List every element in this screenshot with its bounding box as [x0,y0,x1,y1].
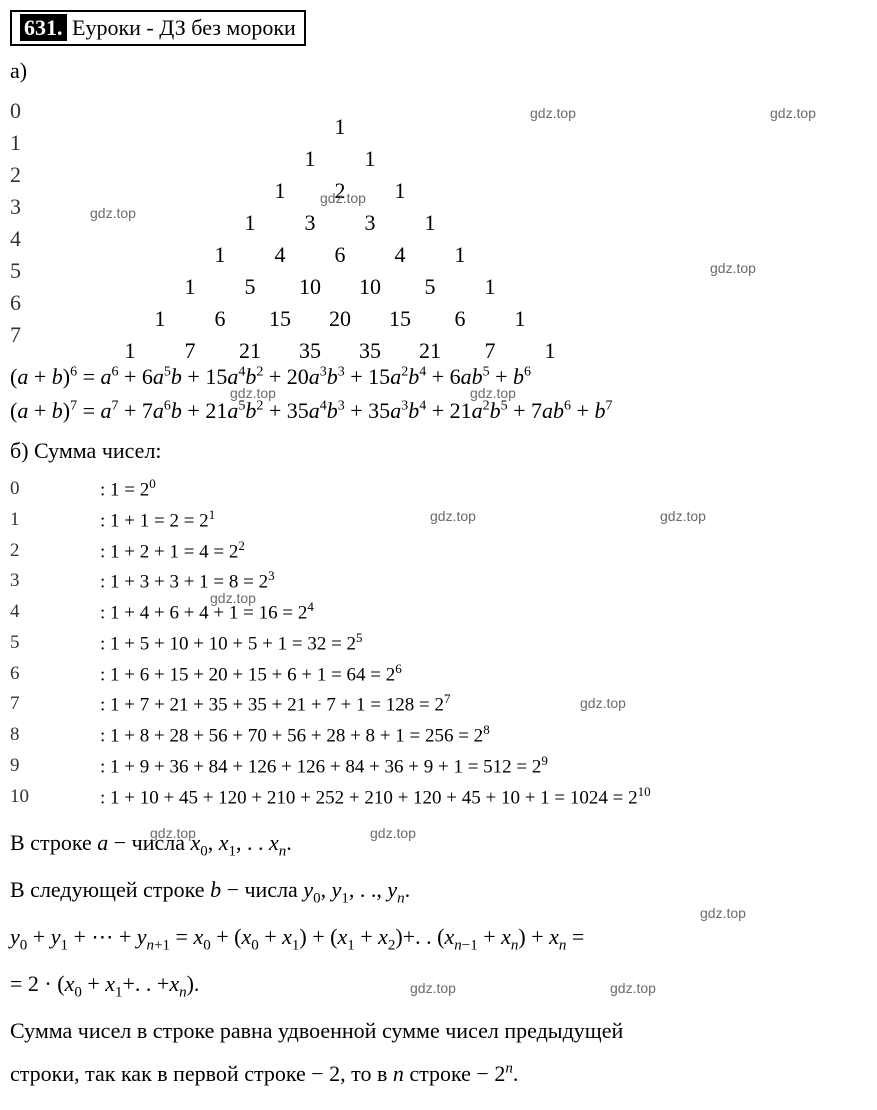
pascal-row-index: 5 [10,254,40,287]
pascal-row: 2121 [10,158,867,190]
pascal-row-index: 6 [10,286,40,319]
conclusion-line-6: строки, так как в первой строке − 2, то … [10,1057,867,1090]
pascal-number: 2 [320,174,360,207]
pascal-number: 1 [200,238,240,271]
sum-row: 7: 1 + 7 + 21 + 35 + 35 + 21 + 7 + 1 = 1… [10,689,867,720]
page-content: gdz.topgdz.topgdz.topgdz.topgdz.topgdz.t… [10,10,867,1090]
pascal-number: 1 [440,238,480,271]
sum-table: 0: 1 = 201: 1 + 1 = 2 = 212: 1 + 2 + 1 =… [10,474,867,812]
pascal-number: 1 [230,206,270,239]
pascal-number: 3 [290,206,330,239]
sum-row-index: 6 [10,659,100,690]
pascal-number: 1 [470,270,510,303]
pascal-row-index: 2 [10,158,40,191]
pascal-row: 7172135352171 [10,318,867,350]
pascal-number: 1 [290,142,330,175]
sum-row: 4: 1 + 4 + 6 + 4 + 1 = 16 = 24 [10,597,867,628]
header-title: Еуроки - ДЗ без мороки [67,15,296,40]
pascal-number: 15 [380,302,420,335]
sum-row-index: 5 [10,628,100,659]
sum-row: 6: 1 + 6 + 15 + 20 + 15 + 6 + 1 = 64 = 2… [10,659,867,690]
sum-row-index: 3 [10,566,100,597]
pascal-number: 1 [170,270,210,303]
conclusion-line-4: = 2 · (x0 + x1+. . +xn). [10,967,867,1004]
pascal-number: 5 [410,270,450,303]
pascal-row: 111 [10,126,867,158]
pascal-row-index: 4 [10,222,40,255]
pascal-number: 35 [350,334,390,367]
sum-row-index: 8 [10,720,100,751]
conclusion-line-3: y0 + y1 + ⋯ + yn+1 = x0 + (x0 + x1) + (x… [10,920,867,957]
sum-row: 5: 1 + 5 + 10 + 10 + 5 + 1 = 32 = 25 [10,628,867,659]
exercise-number: 631. [20,14,67,41]
pascal-number: 6 [440,302,480,335]
sum-row-index: 0 [10,474,100,505]
pascal-number: 1 [110,334,150,367]
pascal-row: 515101051 [10,254,867,286]
pascal-number: 10 [290,270,330,303]
sum-row: 0: 1 = 20 [10,474,867,505]
pascal-row-index: 7 [10,318,40,351]
pascal-number: 15 [260,302,300,335]
sum-row: 3: 1 + 3 + 3 + 1 = 8 = 23 [10,566,867,597]
pascal-number: 35 [290,334,330,367]
sum-row-index: 2 [10,536,100,567]
sum-row-expression: : 1 + 6 + 15 + 20 + 15 + 6 + 1 = 64 = 26 [100,659,867,690]
sum-row-expression: : 1 + 9 + 36 + 84 + 126 + 126 + 84 + 36 … [100,751,867,782]
sum-row-expression: : 1 + 2 + 1 = 4 = 22 [100,536,867,567]
pascal-number: 1 [350,142,390,175]
sum-row-index: 1 [10,505,100,536]
section-b-label: б) Сумма чисел: [10,438,867,464]
sum-row-expression: : 1 + 5 + 10 + 10 + 5 + 1 = 32 = 25 [100,628,867,659]
pascal-number: 1 [500,302,540,335]
pascal-row-index: 1 [10,126,40,159]
pascal-number: 20 [320,302,360,335]
pascal-number: 1 [380,174,420,207]
sum-row-expression: : 1 + 3 + 3 + 1 = 8 = 23 [100,566,867,597]
pascal-number: 4 [260,238,300,271]
pascal-number: 4 [380,238,420,271]
pascal-number: 21 [410,334,450,367]
pascal-row: 31331 [10,190,867,222]
pascal-row-index: 0 [10,94,40,127]
sum-row-expression: : 1 + 4 + 6 + 4 + 1 = 16 = 24 [100,597,867,628]
section-a-label: а) [10,58,867,84]
sum-row-index: 4 [10,597,100,628]
sum-row: 8: 1 + 8 + 28 + 56 + 70 + 56 + 28 + 8 + … [10,720,867,751]
pascal-number: 1 [140,302,180,335]
conclusion-line-2: В следующей строке b − числа y0, y1, . .… [10,873,867,910]
pascal-row-index: 3 [10,190,40,223]
conclusion-line-5: Сумма чисел в строке равна удвоенной сум… [10,1014,867,1047]
pascal-number: 7 [470,334,510,367]
sum-row: 10: 1 + 10 + 45 + 120 + 210 + 252 + 210 … [10,782,867,813]
pascal-number: 7 [170,334,210,367]
sum-row-expression: : 1 + 10 + 45 + 120 + 210 + 252 + 210 + … [100,782,867,813]
pascal-row: 01 [10,94,867,126]
pascal-number: 21 [230,334,270,367]
sum-row: 1: 1 + 1 = 2 = 21 [10,505,867,536]
pascal-number: 1 [410,206,450,239]
pascal-number: 3 [350,206,390,239]
pascal-number: 1 [320,110,360,143]
header-box: 631. Еуроки - ДЗ без мороки [10,10,306,46]
pascal-number: 6 [320,238,360,271]
pascal-number: 10 [350,270,390,303]
formula-ab7: (a + b)7 = a7 + 7a6b + 21a5b2 + 35a4b3 +… [10,398,867,424]
pascal-number: 5 [230,270,270,303]
pascal-number: 6 [200,302,240,335]
sum-row-index: 10 [10,782,100,813]
sum-row-expression: : 1 = 20 [100,474,867,505]
pascal-triangle: 0111121213133141464151510105161615201561… [10,94,867,350]
sum-row-expression: : 1 + 1 = 2 = 21 [100,505,867,536]
formula-ab6: (a + b)6 = a6 + 6a5b + 15a4b2 + 20a3b3 +… [10,364,867,390]
conclusion-line-1: В строке a − числа x0, x1, . . xn. [10,826,867,863]
sum-row-expression: : 1 + 7 + 21 + 35 + 35 + 21 + 7 + 1 = 12… [100,689,867,720]
sum-row-index: 7 [10,689,100,720]
pascal-number: 1 [530,334,570,367]
sum-row-expression: : 1 + 8 + 28 + 56 + 70 + 56 + 28 + 8 + 1… [100,720,867,751]
pascal-number: 1 [260,174,300,207]
sum-row: 9: 1 + 9 + 36 + 84 + 126 + 126 + 84 + 36… [10,751,867,782]
sum-row: 2: 1 + 2 + 1 = 4 = 22 [10,536,867,567]
sum-row-index: 9 [10,751,100,782]
